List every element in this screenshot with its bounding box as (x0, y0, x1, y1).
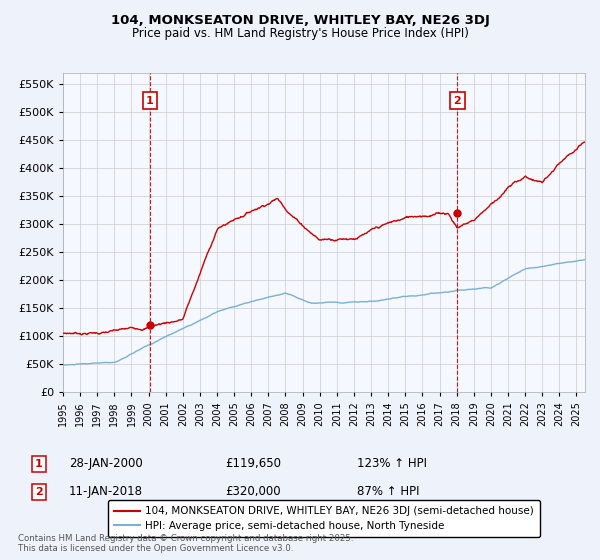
Text: 2: 2 (454, 96, 461, 106)
Text: 2: 2 (35, 487, 43, 497)
Text: 104, MONKSEATON DRIVE, WHITLEY BAY, NE26 3DJ: 104, MONKSEATON DRIVE, WHITLEY BAY, NE26… (110, 14, 490, 27)
Text: 1: 1 (146, 96, 154, 106)
Text: 123% ↑ HPI: 123% ↑ HPI (357, 457, 427, 470)
Text: 28-JAN-2000: 28-JAN-2000 (69, 457, 143, 470)
Text: £119,650: £119,650 (225, 457, 281, 470)
Text: 1: 1 (35, 459, 43, 469)
Text: 11-JAN-2018: 11-JAN-2018 (69, 485, 143, 498)
Legend: 104, MONKSEATON DRIVE, WHITLEY BAY, NE26 3DJ (semi-detached house), HPI: Average: 104, MONKSEATON DRIVE, WHITLEY BAY, NE26… (108, 500, 540, 537)
Text: £320,000: £320,000 (225, 485, 281, 498)
Text: Price paid vs. HM Land Registry's House Price Index (HPI): Price paid vs. HM Land Registry's House … (131, 27, 469, 40)
Text: 87% ↑ HPI: 87% ↑ HPI (357, 485, 419, 498)
Text: Contains HM Land Registry data © Crown copyright and database right 2025.
This d: Contains HM Land Registry data © Crown c… (18, 534, 353, 553)
